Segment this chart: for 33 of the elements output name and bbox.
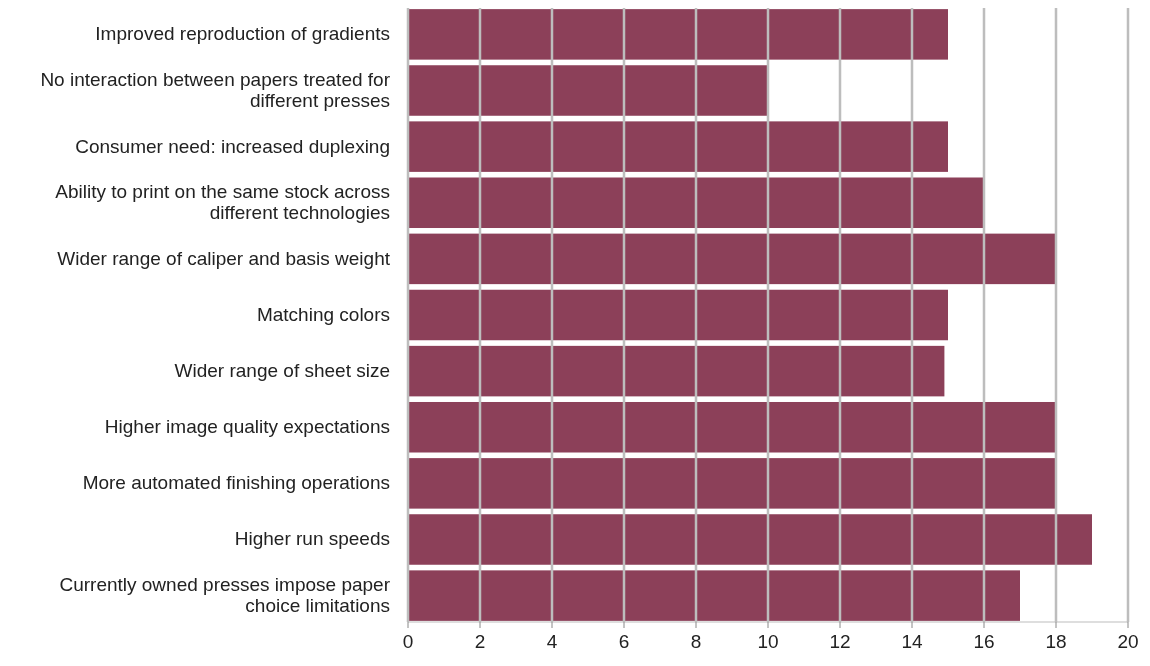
x-tick-label: 14 [901, 631, 923, 652]
y-tick-label: Consumer need: increased duplexing [75, 135, 390, 157]
x-tick-label: 4 [546, 631, 558, 652]
bar [408, 65, 768, 116]
x-tick-label: 16 [973, 631, 995, 652]
y-tick-label: Currently owned presses impose paper choice limitations [59, 574, 391, 617]
y-tick-label: Improved reproduction of gradients [95, 23, 390, 45]
bar [408, 289, 948, 341]
x-tick-label: 18 [1045, 631, 1067, 652]
x-tick-label: 12 [829, 631, 851, 652]
y-tick-label: Matching colors [256, 304, 390, 325]
bar [408, 9, 948, 60]
x-tick-label: 2 [474, 631, 486, 652]
x-tick-label: 20 [1117, 631, 1139, 652]
y-tick-label: Ability to print on the same stock across different technologies [55, 181, 390, 224]
y-tick-label: Higher run speeds [234, 528, 390, 550]
x-tick-label: 10 [757, 631, 779, 652]
bar [408, 570, 1020, 621]
bar [408, 458, 1056, 509]
y-tick-label: Higher image quality expectations [104, 416, 390, 438]
x-tick-label: 6 [618, 631, 630, 652]
y-tick-label: Wider range of sheet size [174, 360, 390, 382]
y-tick-label: Wider range of caliper and basis weight [57, 247, 391, 269]
bar [408, 177, 984, 229]
bar [408, 401, 1056, 453]
bar [408, 345, 945, 397]
bar [408, 233, 1056, 285]
bar [408, 121, 948, 172]
y-tick-label: No interaction between papers treated for different presses [40, 69, 391, 111]
x-tick-label: 8 [690, 631, 702, 652]
x-tick-label: 0 [402, 631, 414, 652]
bar [408, 514, 1092, 565]
y-tick-label: More automated finishing operations [82, 472, 390, 494]
